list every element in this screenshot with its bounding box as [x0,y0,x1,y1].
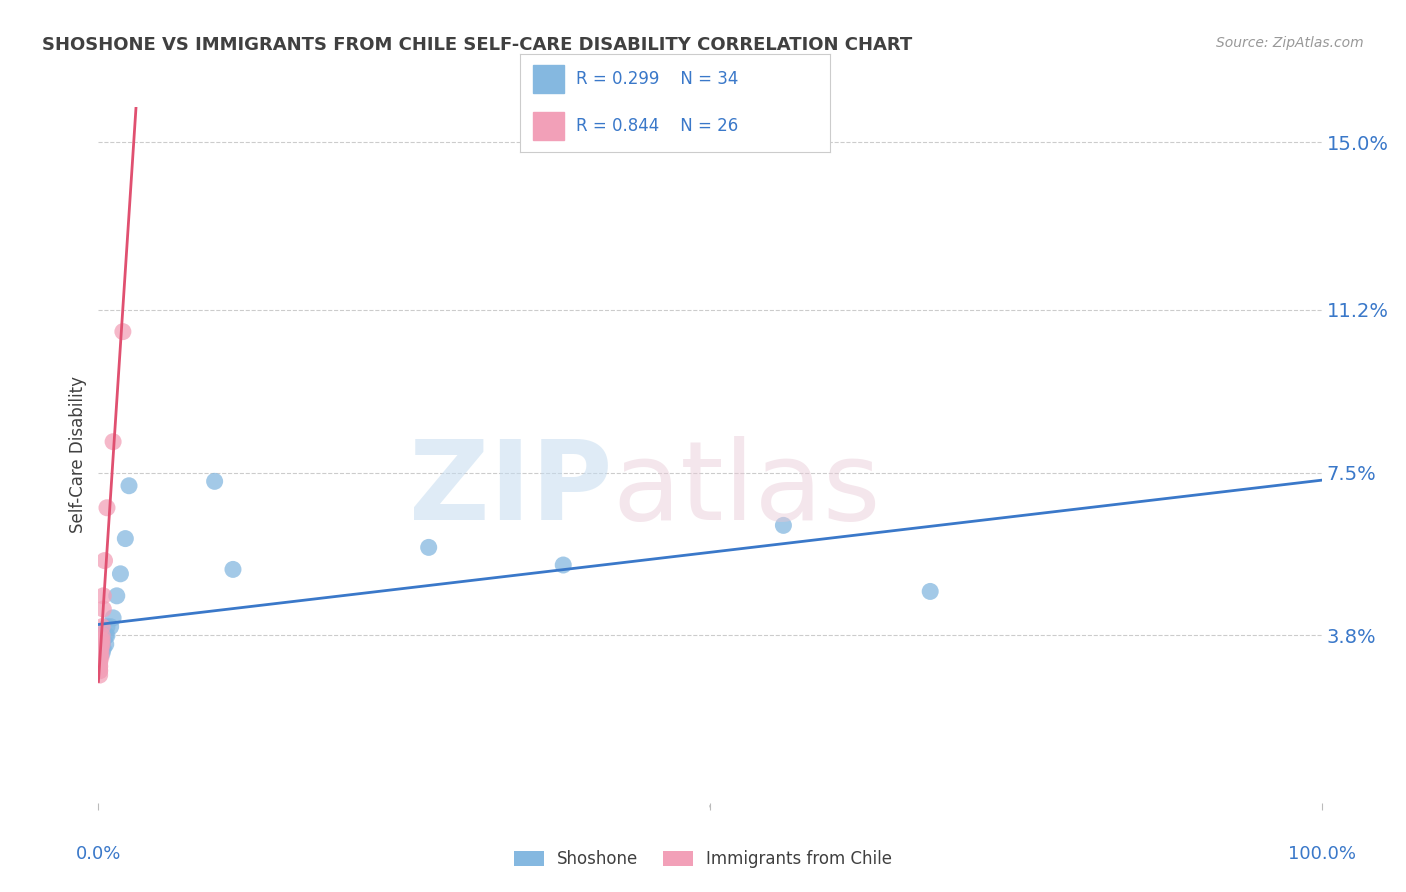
Point [553,558,575,572]
Point [90,632,112,647]
Point [91,632,114,647]
Point [110,566,132,581]
Point [772,518,794,533]
Text: R = 0.299    N = 34: R = 0.299 N = 34 [576,70,738,88]
Point [91,628,114,642]
Text: Source: ZipAtlas.com: Source: ZipAtlas.com [1216,36,1364,50]
Point [90,650,112,665]
Text: 100.0%: 100.0% [1288,845,1355,863]
Text: 0.0%: 0.0% [76,845,121,863]
Point [96,500,118,515]
Point [89,646,111,660]
Point [91,602,114,616]
Point [90,628,112,642]
Point [89,668,111,682]
Point [91,620,114,634]
Point [89,650,111,665]
Point [96,628,118,642]
Point [89,650,111,665]
Point [94,637,117,651]
Point [89,659,111,673]
Point [920,584,942,599]
Point [89,650,111,665]
Point [91,641,114,656]
Text: SHOSHONE VS IMMIGRANTS FROM CHILE SELF-CARE DISABILITY CORRELATION CHART: SHOSHONE VS IMMIGRANTS FROM CHILE SELF-C… [42,36,912,54]
Point [111,325,134,339]
Point [101,611,124,625]
Point [90,646,112,660]
Point [118,479,141,493]
Point [89,664,111,678]
Point [89,664,111,678]
Point [91,632,114,647]
Point [89,646,111,660]
Y-axis label: Self-Care Disability: Self-Care Disability [69,376,87,533]
Point [90,641,112,656]
Point [89,650,111,665]
Point [90,637,112,651]
Point [94,628,117,642]
Point [114,532,136,546]
Point [91,589,114,603]
Point [90,632,112,647]
Point [204,475,226,489]
Text: ZIP: ZIP [409,436,612,543]
Point [90,641,112,656]
Point [91,632,114,647]
Point [105,589,128,603]
Point [90,637,112,651]
Point [418,541,440,555]
Point [89,655,111,669]
Point [101,434,124,449]
Point [93,553,115,567]
Point [89,632,111,647]
Text: atlas: atlas [612,436,880,543]
Point [91,637,114,651]
Point [89,637,111,651]
Text: R = 0.844    N = 26: R = 0.844 N = 26 [576,117,738,135]
Point [91,637,114,651]
Legend: Shoshone, Immigrants from Chile: Shoshone, Immigrants from Chile [508,844,898,875]
Point [222,562,245,576]
Point [90,646,112,660]
Point [89,659,111,673]
Point [89,641,111,656]
Point [100,620,122,634]
Point [91,646,114,660]
Bar [533,65,564,93]
Point [89,655,111,669]
Point [91,641,114,656]
Point [89,641,111,656]
Point [96,620,118,634]
Bar [533,112,564,140]
Point [89,646,111,660]
